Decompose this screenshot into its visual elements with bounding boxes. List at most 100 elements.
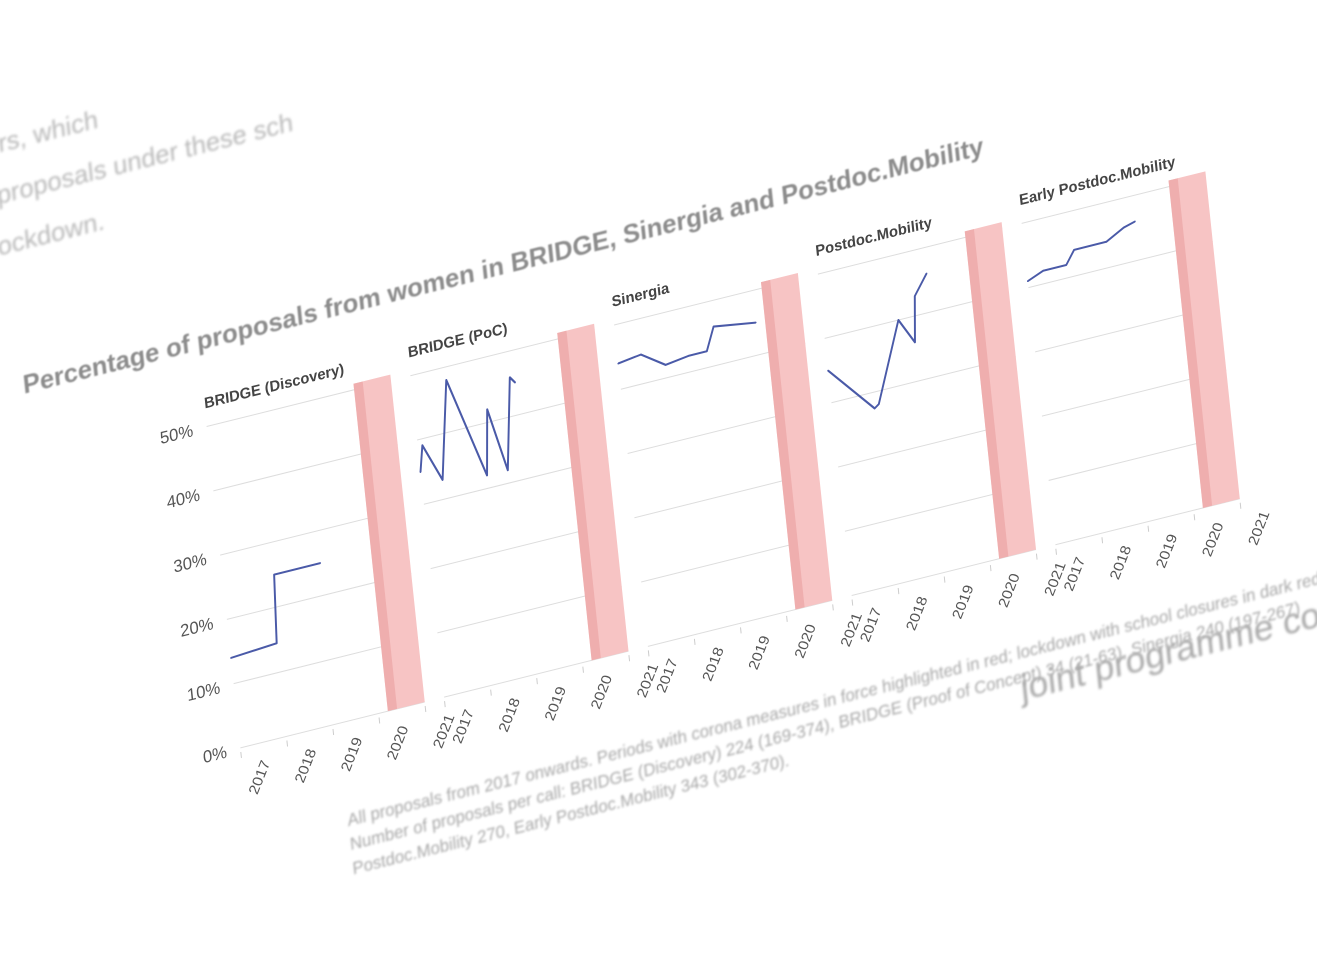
series-line [1027, 220, 1136, 283]
x-tick-mark [989, 564, 992, 572]
data-point [230, 657, 232, 659]
data-point [897, 319, 900, 321]
data-point [712, 325, 715, 328]
x-tick-label: 2018 [699, 645, 727, 683]
y-tick-label: 10% [186, 678, 221, 705]
x-tick-label: 2019 [542, 685, 570, 723]
series-line [230, 562, 321, 659]
data-point [914, 341, 916, 344]
x-tick-mark [851, 599, 854, 606]
x-tick-mark [832, 604, 834, 611]
x-tick-mark [582, 666, 584, 673]
data-point [664, 364, 667, 366]
x-tick-mark [740, 627, 742, 634]
x-tick-label: 2018 [1107, 544, 1135, 582]
x-tick-label: 2020 [384, 724, 412, 762]
corona-period-band [964, 222, 1037, 559]
y-tick-label: 40% [166, 485, 201, 512]
lockdown-period-band [964, 229, 1009, 559]
small-multiples-chart: 0% 10% 20% 30% 40% 50% BRIDGE (Discovery) 2017 2… [159, 153, 1273, 796]
x-tick-label: 2020 [995, 572, 1023, 610]
x-tick-mark [490, 689, 492, 696]
x-tick-label: 2020 [792, 622, 820, 660]
x-tick-mark [1193, 514, 1196, 521]
data-point [275, 642, 278, 645]
panel-title: Postdoc.Mobility [815, 214, 934, 260]
data-point [509, 376, 511, 379]
series-line [827, 273, 928, 410]
x-tick-mark [1239, 502, 1242, 509]
lockdown-period-band [557, 330, 601, 661]
x-tick-label: 2020 [588, 673, 616, 711]
data-point [1134, 220, 1136, 223]
x-tick-mark [943, 576, 946, 583]
series-line [617, 321, 756, 366]
x-tick-label: 2019 [745, 634, 773, 672]
x-tick-mark [1035, 553, 1038, 560]
x-tick-label: 2018 [292, 747, 320, 785]
x-tick-mark [286, 740, 289, 747]
x-tick-mark [240, 751, 242, 759]
x-tick-mark [424, 705, 427, 713]
x-tick-mark [693, 638, 696, 645]
data-point [1026, 280, 1029, 283]
data-point [445, 379, 448, 381]
y-tick-label: 50% [159, 421, 194, 448]
lockdown-period-band [760, 279, 805, 610]
page: mbers, which ber of proposals under thes… [0, 104, 1317, 879]
x-tick-label: 2018 [903, 595, 931, 633]
x-tick-mark [786, 615, 788, 623]
corona-period-band [353, 374, 425, 712]
data-point [1105, 240, 1108, 243]
x-tick-label: 2018 [496, 696, 524, 734]
data-point [1073, 249, 1075, 251]
x-tick-label: 2019 [338, 735, 366, 773]
panel-title: Early Postdoc.Mobility [1018, 153, 1176, 209]
y-tick-label: 0% [202, 742, 228, 767]
corona-period-band [760, 272, 833, 610]
data-point [486, 474, 488, 477]
corona-period-band [557, 323, 629, 661]
data-point [873, 407, 876, 410]
lockdown-period-band [353, 381, 398, 712]
panel-title: BRIDGE (Discovery) [203, 361, 345, 413]
panel-title: Sinergia [611, 279, 671, 310]
y-tick-label: 30% [173, 550, 208, 577]
data-point [443, 445, 445, 448]
x-tick-mark [444, 701, 446, 708]
data-point [319, 562, 322, 564]
x-tick-label: 2020 [1199, 521, 1227, 559]
data-point [1042, 269, 1044, 272]
data-point [486, 408, 488, 411]
series-line [419, 376, 516, 481]
data-point [1065, 264, 1068, 266]
data-point [1123, 226, 1125, 229]
data-point [827, 369, 829, 372]
x-tick-mark [1101, 537, 1104, 544]
x-tick-mark [536, 678, 538, 685]
data-point [754, 321, 757, 324]
x-tick-mark [378, 717, 381, 724]
data-point [419, 471, 422, 473]
data-point [273, 573, 275, 576]
x-tick-mark [1147, 525, 1150, 532]
data-point [640, 353, 642, 356]
data-point [421, 444, 424, 447]
data-point [687, 355, 690, 357]
data-point [925, 272, 928, 275]
data-point [507, 469, 509, 472]
x-tick-mark [628, 655, 631, 662]
data-point [441, 479, 444, 481]
x-tick-label: 2021 [1245, 509, 1273, 547]
data-point [914, 295, 916, 297]
data-point [514, 381, 516, 384]
data-point [617, 362, 619, 365]
x-tick-mark [647, 650, 650, 657]
data-point [878, 403, 880, 405]
data-point [705, 350, 708, 353]
lockdown-period-band [1168, 178, 1213, 508]
x-tick-mark [897, 587, 900, 595]
x-tick-label: 2019 [1153, 532, 1181, 570]
corona-period-band [1168, 171, 1240, 508]
x-tick-label: 2019 [949, 583, 977, 621]
